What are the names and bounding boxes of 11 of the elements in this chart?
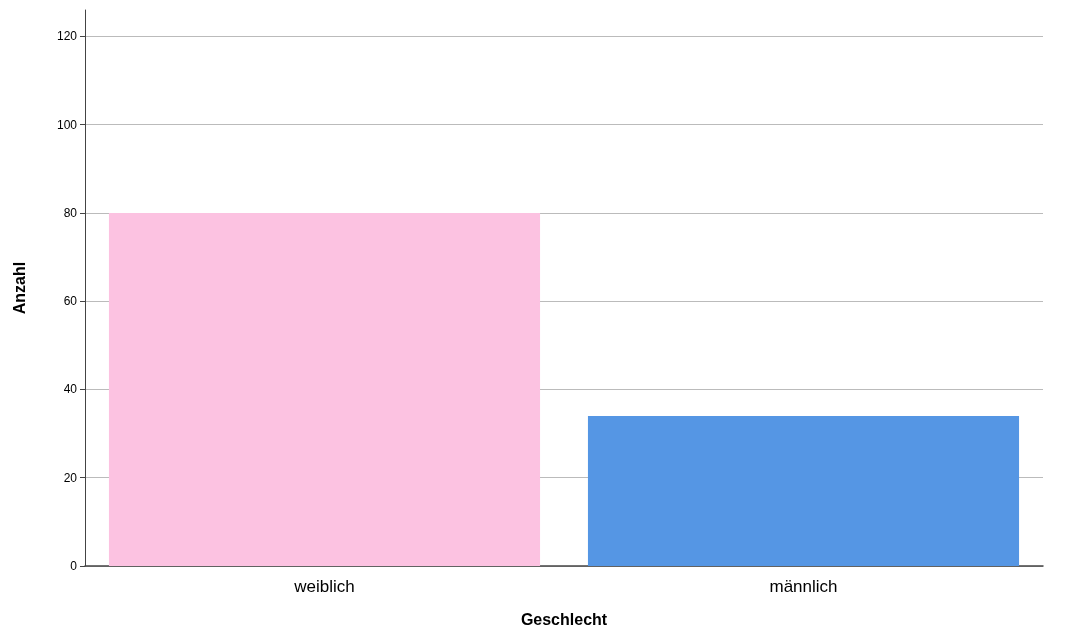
x-tick-label: männlich	[769, 577, 838, 596]
y-tick-label: 40	[63, 382, 78, 397]
y-tick-label: 120	[56, 29, 78, 44]
y-tick-label: 100	[56, 117, 78, 132]
y-tick-label: 60	[63, 294, 78, 309]
y-tick-label: 20	[63, 470, 78, 485]
y-tick-label: 80	[63, 205, 78, 220]
y-tick-label: 0	[70, 559, 78, 573]
y-axis-title: Anzahl	[10, 261, 28, 315]
x-tick-label: weiblich	[293, 577, 355, 596]
x-axis-title: Geschlecht	[520, 610, 608, 628]
